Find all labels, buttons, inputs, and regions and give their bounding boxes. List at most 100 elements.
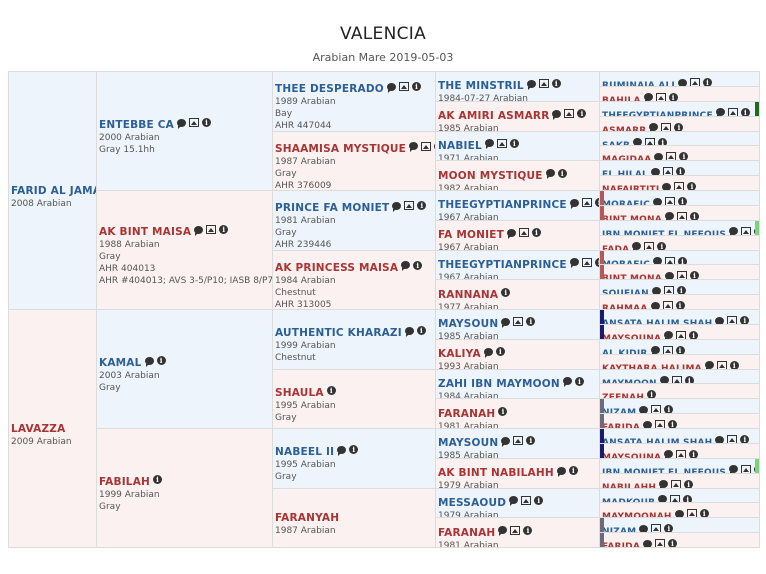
comment-icon[interactable]	[715, 316, 725, 324]
info-icon[interactable]: i	[676, 286, 686, 295]
photo-icon[interactable]	[665, 197, 676, 205]
photo-icon[interactable]	[513, 436, 524, 446]
photo-icon[interactable]	[645, 137, 656, 146]
horse-name-link[interactable]: MAYMOON	[602, 378, 657, 385]
comment-icon[interactable]	[176, 118, 186, 129]
info-icon[interactable]: i	[156, 356, 166, 365]
horse-name-link[interactable]: MOON MYSTIQUE	[438, 169, 543, 182]
photo-icon[interactable]	[581, 198, 592, 208]
info-icon[interactable]: i	[675, 301, 685, 310]
horse-name-link[interactable]: FADA	[602, 244, 630, 251]
comment-icon[interactable]	[677, 78, 687, 86]
horse-name-link[interactable]: THEEGYPTIANPRINCE	[438, 199, 567, 212]
info-icon[interactable]: i	[699, 509, 709, 518]
photo-icon[interactable]	[518, 228, 529, 238]
info-icon[interactable]: i	[531, 228, 541, 238]
horse-name-link[interactable]: FARANAH	[438, 526, 496, 539]
comment-icon[interactable]	[501, 317, 511, 328]
comment-icon[interactable]	[664, 331, 674, 339]
info-icon[interactable]: i	[678, 256, 688, 265]
horse-name-link[interactable]: MAYSOUN	[438, 318, 499, 331]
info-icon[interactable]: i	[594, 257, 599, 267]
comment-icon[interactable]	[715, 108, 725, 116]
info-icon[interactable]: i	[679, 152, 689, 161]
photo-icon[interactable]	[496, 138, 507, 148]
photo-icon[interactable]	[662, 167, 673, 176]
info-icon[interactable]: i	[574, 376, 584, 386]
horse-name-link[interactable]: ANSATA HALIM SHAH	[602, 438, 713, 444]
comment-icon[interactable]	[556, 466, 566, 477]
photo-icon[interactable]	[661, 122, 672, 131]
info-icon[interactable]: i	[594, 198, 599, 208]
comment-icon[interactable]	[633, 138, 643, 146]
comment-icon[interactable]	[386, 82, 396, 93]
info-icon[interactable]: i	[219, 225, 229, 234]
horse-name-link[interactable]: NIZAM	[602, 527, 637, 534]
comment-icon[interactable]	[569, 258, 579, 269]
horse-name-link[interactable]: FARANAH	[438, 407, 496, 420]
photo-icon[interactable]	[666, 152, 677, 161]
info-icon[interactable]: i	[740, 435, 750, 443]
horse-name-link[interactable]: AK AMIRI ASMARR	[438, 110, 550, 123]
comment-icon[interactable]	[483, 347, 493, 358]
info-icon[interactable]: i	[413, 260, 423, 270]
photo-icon[interactable]	[398, 82, 409, 92]
photo-icon[interactable]	[206, 225, 217, 234]
horse-name-link[interactable]: SOUFIAN	[602, 289, 649, 296]
photo-icon[interactable]	[676, 330, 687, 339]
horse-name-link[interactable]: AK BINT MAISA	[99, 226, 192, 238]
info-icon[interactable]: i	[526, 317, 536, 327]
photo-icon[interactable]	[716, 360, 727, 369]
comment-icon[interactable]	[639, 405, 649, 414]
photo-icon[interactable]	[564, 109, 575, 119]
photo-icon[interactable]	[421, 141, 432, 151]
photo-icon[interactable]	[671, 375, 682, 384]
comment-icon[interactable]	[715, 435, 725, 443]
comment-icon[interactable]	[662, 182, 672, 191]
comment-icon[interactable]	[659, 480, 669, 488]
comment-icon[interactable]	[664, 271, 674, 280]
horse-name-link[interactable]: FA MONIET	[438, 229, 504, 242]
horse-name-link[interactable]: FARIDA	[602, 542, 640, 548]
info-icon[interactable]: i	[568, 466, 578, 476]
comment-icon[interactable]	[650, 346, 660, 354]
comment-icon[interactable]	[552, 109, 562, 120]
info-icon[interactable]: i	[201, 118, 211, 127]
info-icon[interactable]: i	[153, 475, 163, 484]
horse-name-link[interactable]: NABIEL	[438, 139, 482, 152]
photo-icon[interactable]	[188, 118, 199, 127]
info-icon[interactable]: i	[434, 141, 435, 151]
info-icon[interactable]: i	[683, 494, 693, 503]
info-icon[interactable]: i	[498, 406, 508, 416]
comment-icon[interactable]	[664, 450, 674, 458]
comment-icon[interactable]	[729, 465, 739, 473]
comment-icon[interactable]	[704, 361, 714, 369]
info-icon[interactable]: i	[675, 167, 685, 176]
comment-icon[interactable]	[643, 93, 653, 101]
horse-name-link[interactable]: MADKOUR	[602, 497, 656, 504]
photo-icon[interactable]	[651, 405, 662, 414]
comment-icon[interactable]	[484, 139, 494, 150]
comment-icon[interactable]	[643, 539, 652, 548]
horse-name-link[interactable]: IBN MONIET EL NEFOUS	[602, 229, 727, 236]
info-icon[interactable]: i	[687, 182, 697, 191]
horse-name-link[interactable]: BINT MONA	[602, 214, 662, 221]
horse-name-link[interactable]: AK PRINCESS MAISA	[275, 261, 399, 274]
photo-icon[interactable]	[662, 345, 673, 354]
photo-icon[interactable]	[655, 92, 666, 101]
comment-icon[interactable]	[674, 509, 684, 518]
comment-icon[interactable]	[506, 228, 516, 239]
comment-icon[interactable]	[526, 79, 536, 90]
info-icon[interactable]: i	[647, 390, 657, 399]
info-icon[interactable]: i	[689, 211, 699, 220]
photo-icon[interactable]	[538, 79, 549, 89]
photo-icon[interactable]	[651, 524, 662, 533]
horse-name-link[interactable]: AK BINT NABILAHH	[438, 467, 554, 480]
photo-icon[interactable]	[655, 420, 665, 429]
horse-name-link[interactable]: EL HILAL	[602, 170, 648, 177]
horse-name-link[interactable]: FABILAH	[99, 476, 151, 488]
horse-name-link[interactable]: NIZAM	[602, 408, 637, 415]
info-icon[interactable]: i	[702, 78, 712, 86]
comment-icon[interactable]	[337, 445, 347, 456]
comment-icon[interactable]	[654, 152, 664, 161]
